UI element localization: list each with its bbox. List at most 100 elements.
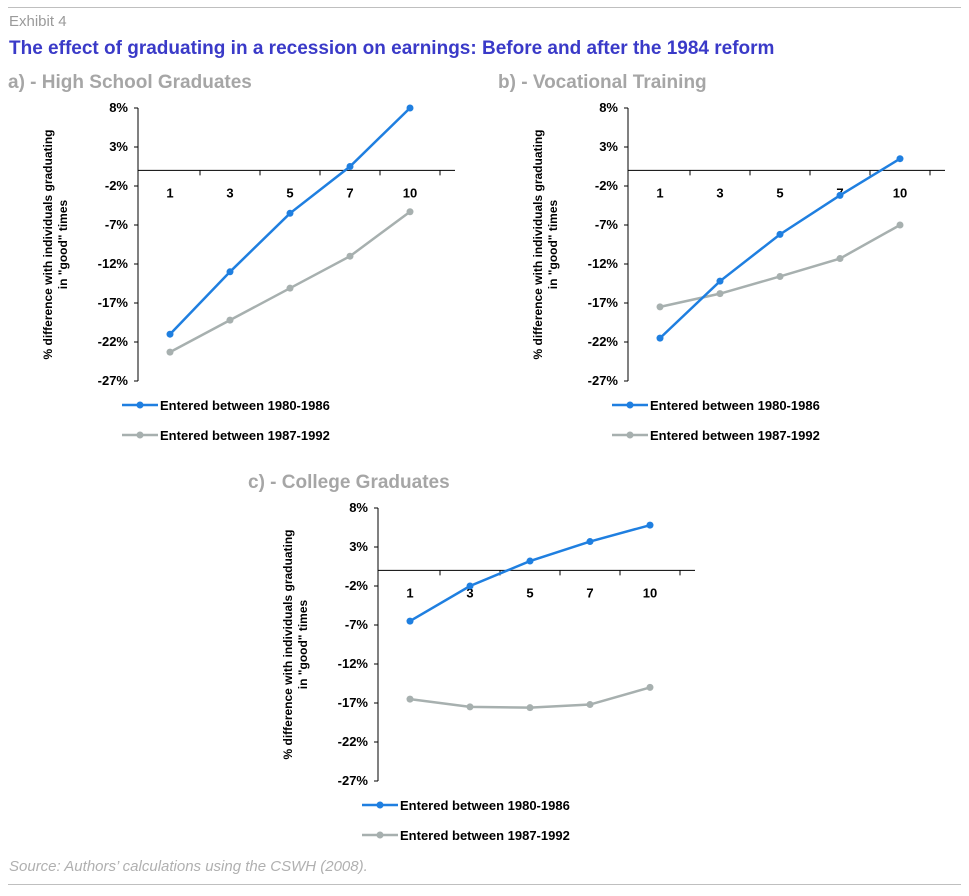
data-point-2 bbox=[646, 683, 654, 691]
y-axis-label: % difference with individuals graduating bbox=[41, 129, 55, 359]
chart-high-school: a) - High School Graduates 8% 3% -2% -7% -12%… bbox=[8, 72, 455, 443]
page-title: The effect of graduating in a recession … bbox=[9, 38, 775, 59]
y-tick-label: -12% bbox=[98, 256, 129, 271]
y-tick-label: -27% bbox=[338, 773, 369, 788]
legend-swatch-marker bbox=[136, 401, 144, 409]
x-tick-label: 10 bbox=[893, 185, 907, 200]
source-note: Source: Authors’ calculations using the … bbox=[9, 858, 368, 875]
series-line-1 bbox=[169, 107, 411, 336]
legend-label: Entered between 1980-1986 bbox=[650, 398, 820, 413]
y-tick-label: -27% bbox=[98, 373, 129, 388]
data-point-1 bbox=[346, 163, 354, 170]
legend-swatch-marker bbox=[376, 831, 384, 839]
legend-label: Entered between 1987-1992 bbox=[400, 828, 570, 843]
chart-college: c) - College Graduates 8% 3% -2% -7% -12% -17%… bbox=[248, 472, 695, 843]
data-point-1 bbox=[586, 538, 594, 546]
bottom-rule bbox=[8, 884, 961, 885]
data-point-2 bbox=[776, 272, 784, 280]
y-tick-label: -12% bbox=[588, 256, 619, 271]
y-tick-label: -17% bbox=[338, 695, 369, 710]
data-point-2 bbox=[466, 703, 474, 711]
panel-title: a) - High School Graduates bbox=[8, 72, 252, 93]
x-tick-label: 5 bbox=[526, 585, 533, 600]
y-tick-label: -2% bbox=[105, 178, 129, 193]
data-point-2 bbox=[896, 221, 904, 229]
top-rule bbox=[8, 7, 961, 8]
y-tick-label: -7% bbox=[595, 217, 619, 232]
legend-label: Entered between 1987-1992 bbox=[650, 428, 820, 443]
y-tick-label: -17% bbox=[588, 295, 619, 310]
y-tick-label: 8% bbox=[599, 100, 618, 115]
legend-swatch-marker bbox=[376, 801, 384, 809]
y-tick-label: -2% bbox=[345, 578, 369, 593]
y-tick-label: -22% bbox=[588, 334, 619, 349]
data-point-1 bbox=[526, 557, 534, 565]
x-tick-label: 10 bbox=[643, 585, 657, 600]
legend-swatch-marker bbox=[626, 401, 634, 409]
data-point-2 bbox=[406, 695, 414, 703]
data-point-2 bbox=[346, 252, 354, 260]
y-tick-label: 3% bbox=[109, 139, 128, 154]
data-point-2 bbox=[586, 701, 594, 709]
y-axis-label: % difference with individuals graduating bbox=[531, 129, 545, 359]
data-point-2 bbox=[166, 348, 174, 356]
data-point-1 bbox=[716, 277, 724, 285]
legend-label: Entered between 1980-1986 bbox=[400, 798, 570, 813]
x-tick-label: 3 bbox=[716, 185, 723, 200]
data-point-1 bbox=[166, 330, 174, 338]
data-point-2 bbox=[406, 208, 414, 216]
data-point-1 bbox=[406, 617, 414, 625]
data-point-1 bbox=[836, 191, 844, 199]
y-tick-label: -12% bbox=[338, 656, 369, 671]
chart-vocational: b) - Vocational Training 8% 3% -2% -7% -12% -1… bbox=[498, 72, 945, 443]
data-point-2 bbox=[226, 316, 234, 324]
data-point-1 bbox=[466, 582, 474, 590]
data-point-2 bbox=[656, 303, 664, 311]
data-point-1 bbox=[286, 209, 294, 217]
data-point-1 bbox=[896, 155, 904, 163]
legend-swatch-marker bbox=[626, 431, 634, 439]
y-tick-label: -17% bbox=[98, 295, 129, 310]
data-point-1 bbox=[226, 268, 234, 276]
data-point-2 bbox=[836, 255, 844, 263]
x-tick-label: 3 bbox=[226, 185, 233, 200]
x-tick-label: 1 bbox=[166, 185, 173, 200]
x-tick-label: 5 bbox=[776, 185, 783, 200]
y-tick-label: -2% bbox=[595, 178, 619, 193]
data-point-1 bbox=[776, 230, 784, 238]
y-axis-label: % difference with individuals graduating bbox=[281, 529, 295, 759]
y-tick-label: 3% bbox=[599, 139, 618, 154]
panel-title: c) - College Graduates bbox=[248, 472, 450, 493]
y-tick-label: -22% bbox=[98, 334, 129, 349]
y-tick-label: -7% bbox=[345, 617, 369, 632]
y-tick-label: -27% bbox=[588, 373, 619, 388]
legend-label: Entered between 1980-1986 bbox=[160, 398, 330, 413]
data-point-1 bbox=[646, 521, 654, 529]
y-tick-label: 3% bbox=[349, 539, 368, 554]
y-axis-label: in "good" times bbox=[296, 599, 310, 689]
x-tick-label: 10 bbox=[403, 185, 417, 200]
legend-label: Entered between 1987-1992 bbox=[160, 428, 330, 443]
data-point-2 bbox=[716, 290, 724, 298]
y-tick-label: 8% bbox=[109, 100, 128, 115]
data-point-2 bbox=[286, 284, 294, 292]
x-tick-label: 3 bbox=[466, 585, 473, 600]
y-tick-label: 8% bbox=[349, 500, 368, 515]
legend-swatch-marker bbox=[136, 431, 144, 439]
data-point-1 bbox=[406, 104, 414, 112]
y-axis-label: in "good" times bbox=[56, 199, 70, 289]
panel-title: b) - Vocational Training bbox=[498, 72, 707, 93]
x-tick-label: 7 bbox=[346, 185, 353, 200]
y-tick-label: -7% bbox=[105, 217, 129, 232]
series-line-2 bbox=[169, 210, 411, 354]
x-tick-label: 7 bbox=[586, 585, 593, 600]
y-axis-label: in "good" times bbox=[546, 199, 560, 289]
x-tick-label: 1 bbox=[656, 185, 663, 200]
data-point-2 bbox=[526, 704, 534, 712]
exhibit-label: Exhibit 4 bbox=[9, 13, 67, 30]
data-point-1 bbox=[656, 334, 664, 342]
x-tick-label: 5 bbox=[286, 185, 293, 200]
series-line-1 bbox=[409, 523, 651, 623]
x-tick-label: 1 bbox=[406, 585, 413, 600]
y-tick-label: -22% bbox=[338, 734, 369, 749]
